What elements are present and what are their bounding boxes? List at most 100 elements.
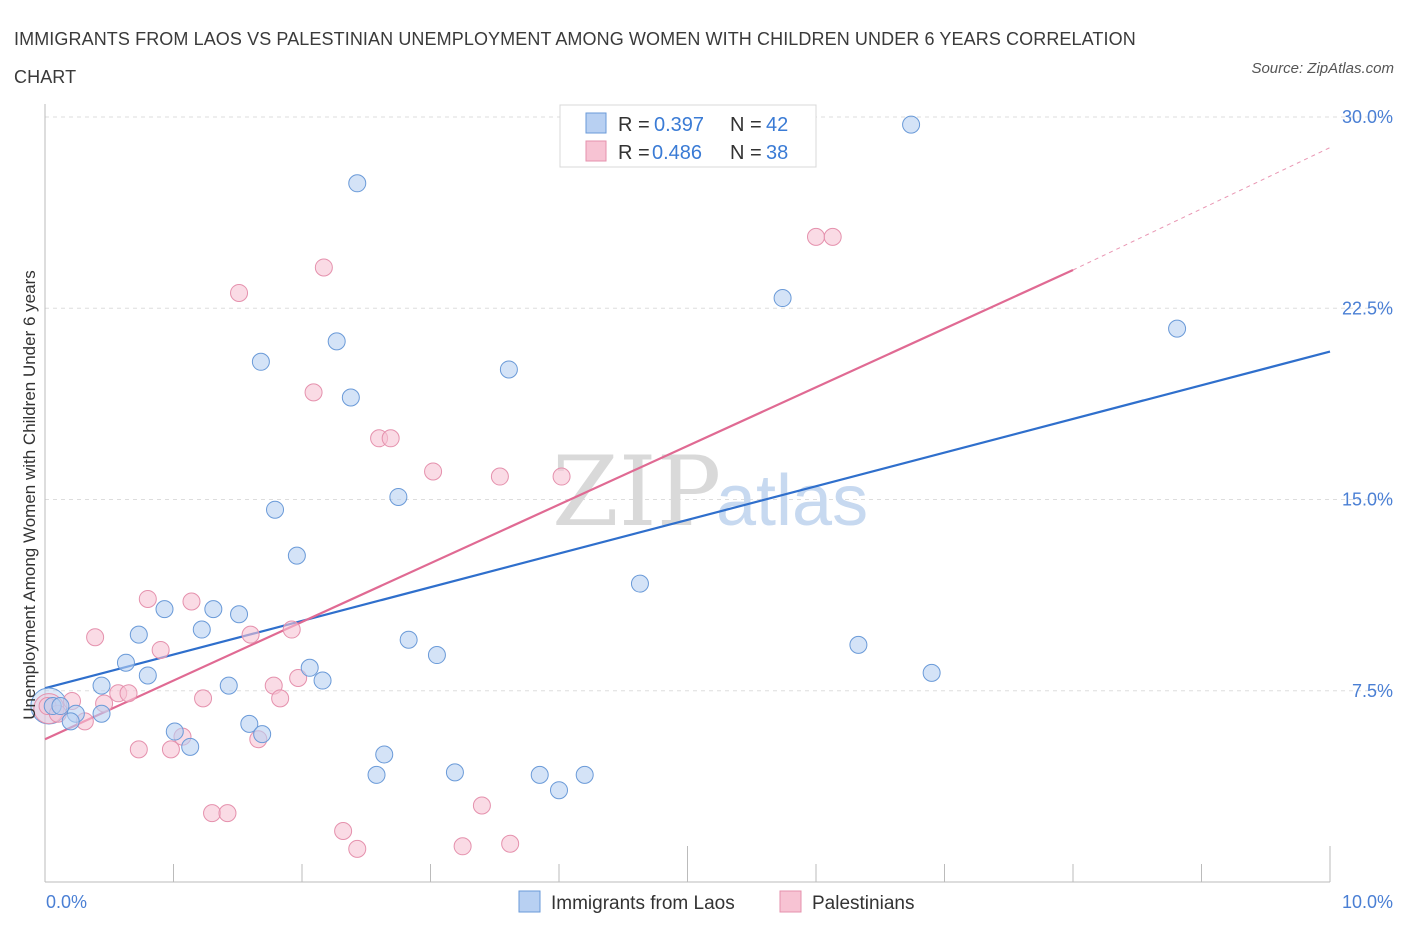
y-axis-title: Unemployment Among Women with Children U… xyxy=(20,270,39,719)
point-laos-3 xyxy=(61,712,80,731)
point-palestinians-33 xyxy=(490,467,509,486)
point-palestinians-31 xyxy=(453,837,472,856)
point-laos-4 xyxy=(92,704,111,723)
point-laos-13 xyxy=(204,600,223,619)
point-laos-16 xyxy=(240,714,259,733)
point-palestinians-36 xyxy=(807,227,825,246)
point-palestinians-34 xyxy=(501,834,520,853)
watermark-zip: ZIP xyxy=(552,436,721,548)
point-palestinians-4 xyxy=(86,628,105,647)
point-laos-27 xyxy=(375,745,394,764)
point-laos-32 xyxy=(499,360,518,379)
point-palestinians-17 xyxy=(230,283,249,302)
point-palestinians-9 xyxy=(138,589,157,608)
legend-n-value-palestinians: 38 xyxy=(766,142,788,164)
point-palestinians-35 xyxy=(552,467,571,486)
point-palestinians-11 xyxy=(161,740,180,759)
point-palestinians-13 xyxy=(182,592,201,611)
point-palestinians-23 xyxy=(289,669,308,687)
watermark-atlas: atlas xyxy=(716,461,868,541)
legend-n-label-laos: N = xyxy=(730,114,762,136)
point-laos-26 xyxy=(367,765,386,784)
point-laos-20 xyxy=(287,546,306,565)
legend-r-value-palestinians: 0.486 xyxy=(652,142,702,164)
point-palestinians-15 xyxy=(203,804,222,823)
point-palestinians-32 xyxy=(472,796,491,815)
point-laos-38 xyxy=(849,635,868,654)
series-legend-label-laos: Immigrants from Laos xyxy=(551,893,735,914)
point-laos-34 xyxy=(550,781,568,800)
trend-line-palestinians xyxy=(44,268,1074,741)
point-laos-22 xyxy=(313,671,332,690)
point-laos-28 xyxy=(389,487,408,506)
point-laos-41 xyxy=(1168,319,1187,338)
trend-line-palestinians-extension xyxy=(1072,147,1331,271)
point-palestinians-30 xyxy=(424,462,443,481)
grid-lines xyxy=(45,116,1390,692)
point-palestinians-27 xyxy=(348,839,367,858)
series-legend: Immigrants from Laos Palestinians xyxy=(518,890,914,914)
y-tick-label-1: 15.0% xyxy=(1342,490,1393,510)
point-laos-35 xyxy=(575,765,594,784)
point-laos-37 xyxy=(773,289,792,308)
chart-title: IMMIGRANTS FROM LAOS VS PALESTINIAN UNEM… xyxy=(14,29,1136,87)
legend-n-label-palestinians: N = xyxy=(730,142,762,164)
correlation-legend: R = 0.397 N = 42 R = 0.486 N = 38 xyxy=(559,104,817,168)
point-laos-24 xyxy=(341,388,360,407)
point-laos-25 xyxy=(348,174,367,193)
point-laos-40 xyxy=(902,115,921,134)
point-laos-19 xyxy=(266,500,285,519)
point-laos-1 xyxy=(51,697,70,716)
point-laos-18 xyxy=(251,352,270,371)
x-tick-label-1: 10.0% xyxy=(1342,892,1393,912)
point-palestinians-21 xyxy=(271,689,290,708)
point-laos-21 xyxy=(300,658,319,677)
point-laos-23 xyxy=(327,332,346,351)
point-laos-29 xyxy=(399,630,418,649)
y-tick-label-3: 30.0% xyxy=(1342,107,1393,127)
data-points xyxy=(30,115,1187,858)
point-laos-15 xyxy=(230,605,249,624)
point-palestinians-24 xyxy=(304,383,323,402)
point-palestinians-18 xyxy=(241,625,260,644)
axes xyxy=(44,104,1331,883)
point-palestinians-8 xyxy=(129,740,148,759)
point-palestinians-14 xyxy=(194,689,213,708)
point-laos-9 xyxy=(155,600,174,619)
point-laos-17 xyxy=(253,725,272,744)
x-tick-label-0: 0.0% xyxy=(46,892,87,912)
legend-r-value-laos: 0.397 xyxy=(654,114,704,136)
series-legend-label-palestinians: Palestinians xyxy=(812,893,914,914)
point-laos-11 xyxy=(181,737,200,756)
legend-swatch-laos xyxy=(585,112,607,134)
trend-line-laos xyxy=(44,350,1331,690)
legend-r-label-palestinians: R = xyxy=(618,142,650,164)
legend-n-value-laos: 42 xyxy=(766,114,788,136)
legend-swatch-palestinians xyxy=(585,140,607,162)
point-laos-14 xyxy=(219,676,238,695)
point-laos-10 xyxy=(165,722,184,741)
series-legend-swatch-laos xyxy=(518,890,541,913)
point-palestinians-7 xyxy=(119,684,138,703)
point-laos-8 xyxy=(138,666,157,685)
point-palestinians-16 xyxy=(218,804,237,823)
watermark: ZIP atlas xyxy=(552,436,868,548)
tick-labels: 7.5% 15.0% 22.5% 30.0% 0.0% 10.0% xyxy=(46,107,1393,912)
point-palestinians-25 xyxy=(314,258,333,277)
point-palestinians-22 xyxy=(282,620,301,639)
point-laos-6 xyxy=(116,653,135,672)
source-note: Source: ZipAtlas.com xyxy=(1251,60,1394,77)
series-legend-swatch-palestinians xyxy=(779,890,802,913)
point-palestinians-10 xyxy=(151,640,170,659)
y-tick-label-2: 22.5% xyxy=(1342,298,1393,318)
point-laos-12 xyxy=(192,620,211,639)
point-palestinians-29 xyxy=(381,429,400,448)
point-palestinians-26 xyxy=(334,822,353,840)
point-laos-33 xyxy=(530,765,549,784)
y-tick-label-0: 7.5% xyxy=(1352,681,1393,701)
point-laos-7 xyxy=(129,625,148,644)
point-laos-36 xyxy=(630,574,649,593)
legend-r-label-laos: R = xyxy=(618,114,650,136)
point-palestinians-37 xyxy=(823,227,842,246)
